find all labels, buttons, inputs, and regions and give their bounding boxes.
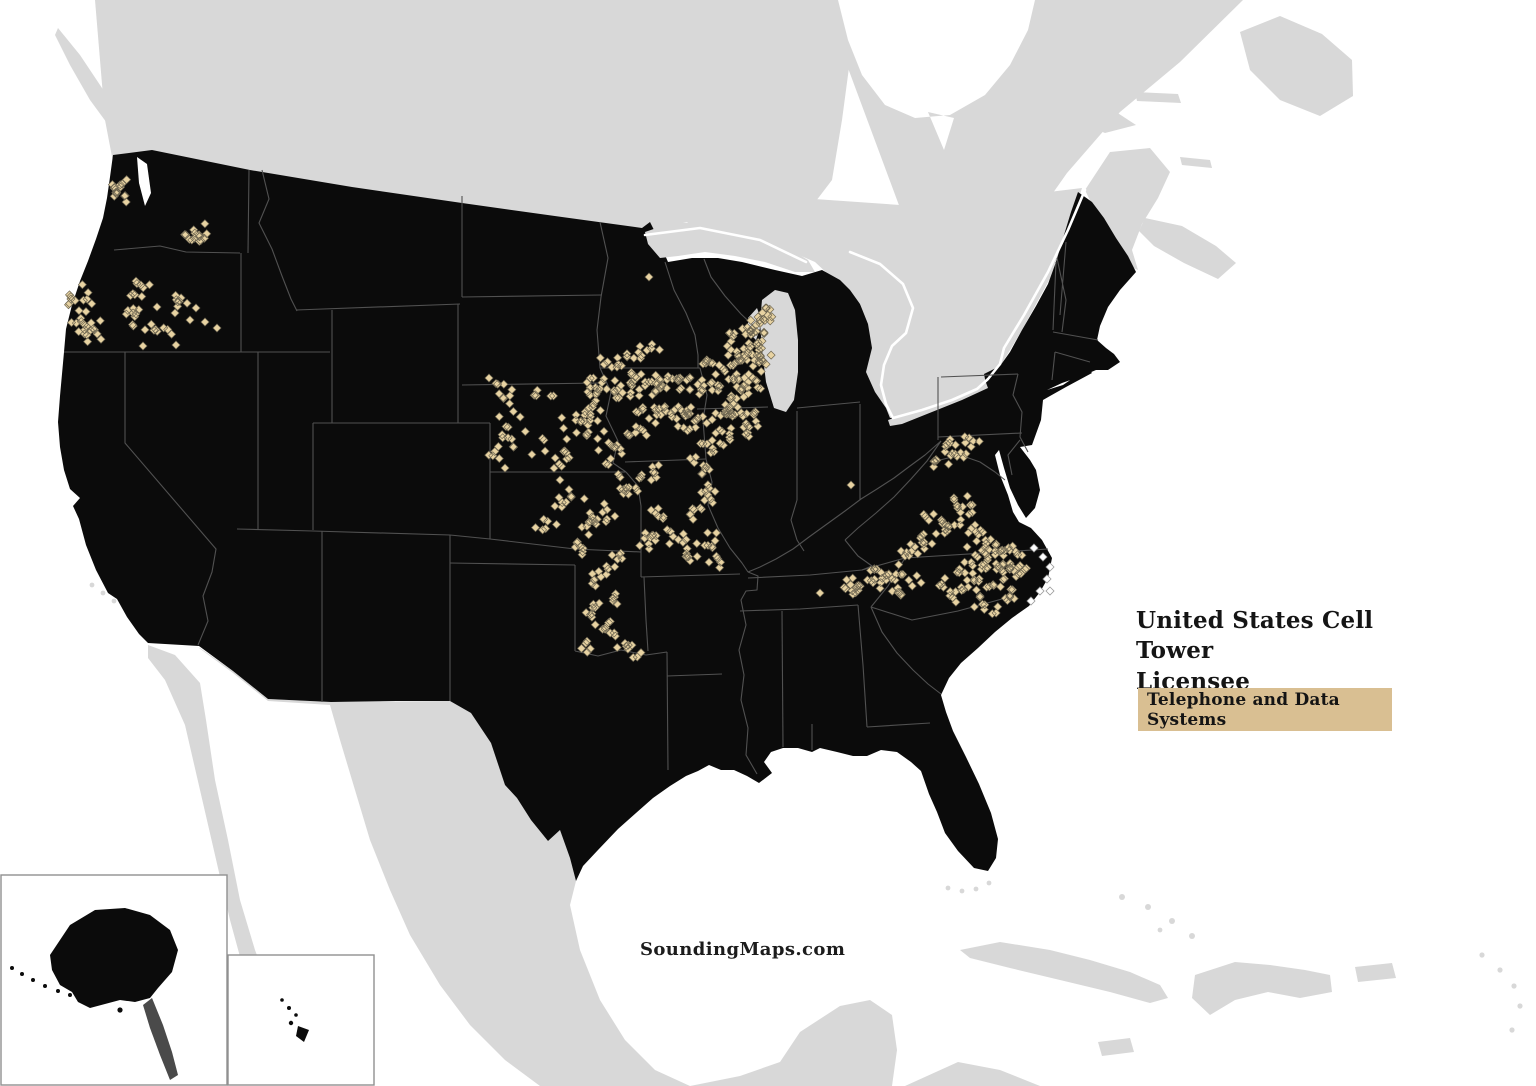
anticosti-island [1135, 92, 1181, 103]
mexico-mainland [148, 644, 690, 1086]
bahamas-islet [1169, 918, 1175, 924]
border-tn-south [739, 604, 859, 612]
prince-edward-island [1180, 157, 1212, 168]
map-title: United States Cell Tower Licensee [1136, 606, 1456, 697]
bahamas-islet [1145, 904, 1151, 910]
antilles-islet [1479, 952, 1485, 958]
baja-california [148, 645, 268, 1000]
lake-ontario [942, 334, 1004, 360]
border-red-river [574, 573, 741, 771]
legend-label: Telephone and Data Systems [1147, 689, 1340, 730]
new-brunswick [1085, 148, 1170, 270]
border-id-west [240, 169, 250, 352]
border-pa-ny [940, 373, 1019, 378]
alaska-inset [0, 874, 228, 1086]
bahamas-islet [1119, 894, 1125, 900]
hawaii-islet [280, 998, 284, 1002]
newfoundland [1240, 16, 1353, 116]
border-tx-panhandle [449, 562, 576, 651]
superior-border-line [643, 226, 808, 264]
antilles-islet [1497, 967, 1503, 973]
border-nj-pa [1012, 373, 1029, 453]
hawaii-big-island [296, 1026, 309, 1042]
border-mi-south [796, 401, 861, 409]
antilles-islet [1509, 1027, 1515, 1033]
border-mason-dixon [937, 432, 1023, 438]
aleutian-islands [10, 966, 123, 1013]
hawaii-islet [294, 1013, 298, 1017]
border-al-ga [857, 604, 868, 728]
border-ga-fl [811, 722, 931, 750]
state-borders [64, 169, 1099, 775]
lake-superior [645, 222, 815, 272]
border-mt-id [258, 169, 298, 312]
aleutian-islet [56, 989, 60, 993]
channel-island [111, 598, 117, 604]
puerto-rico [1355, 963, 1396, 982]
aleutian-islet [68, 993, 72, 997]
channel-island [89, 582, 95, 588]
florida-key [945, 885, 951, 891]
hollow-diamond-markers [1026, 543, 1055, 606]
border-wi-mn [664, 261, 699, 368]
border-mt-wy [295, 303, 461, 311]
hawaii-islet [288, 1020, 294, 1026]
jamaica [1098, 1038, 1134, 1056]
border-ohio-river [747, 440, 942, 573]
bahamas-islet [1189, 933, 1195, 939]
border-de-md [1007, 439, 1021, 476]
border-sc-ga [870, 606, 942, 695]
gaspe-peninsula [1058, 96, 1136, 133]
channel-island [100, 590, 106, 596]
border-new-england [1051, 241, 1099, 381]
border-wa-or [113, 245, 241, 254]
aleutian-islet [43, 984, 47, 988]
aleutian-islet [20, 972, 24, 976]
hawaii-inset [227, 954, 375, 1086]
border-nd-sd [461, 294, 602, 298]
florida-key [973, 886, 979, 892]
cuba [960, 942, 1168, 1003]
nova-scotia [1139, 218, 1236, 279]
hudson-bay [838, 0, 1035, 150]
border-sd-ne [461, 382, 601, 386]
hawaiian-islands [280, 998, 309, 1042]
border-ms-al [781, 610, 784, 748]
legend-chip: Telephone and Data Systems [1138, 688, 1392, 731]
tower-markers [64, 175, 1031, 662]
vancouver-island [55, 28, 148, 160]
hawaii-islet [287, 1006, 291, 1010]
puget-sound [137, 157, 151, 206]
huron-erie-ontario-border-line [848, 188, 1087, 420]
border-mn-west [596, 221, 609, 369]
border-up-wi [703, 258, 759, 331]
bahamas-islet [1157, 927, 1163, 933]
alaska-panhandle [143, 998, 178, 1080]
florida-key [986, 880, 992, 886]
kodiak-islet [117, 1007, 123, 1013]
antilles-islet [1517, 1003, 1523, 1009]
border-wv-va [844, 440, 942, 541]
border-ky-tn [747, 569, 863, 579]
great-lakes [645, 222, 1004, 426]
watermark: SoundingMaps.com [640, 939, 846, 960]
central-america [905, 1062, 1040, 1086]
border-ks-mo [625, 471, 642, 577]
antilles-islet [1511, 983, 1517, 989]
hispaniola [1192, 962, 1332, 1015]
border-wyoming-box [313, 304, 490, 424]
lake-huron [843, 242, 920, 345]
alaska-silhouette [50, 908, 178, 1008]
aleutian-islet [10, 966, 14, 970]
border-ca-nv [124, 352, 217, 646]
map-title-line1: United States Cell Tower [1136, 607, 1374, 665]
border-ky-va [844, 539, 873, 571]
hawaii-inset-frame [227, 954, 375, 1086]
mexico-gulf-south [690, 1000, 897, 1086]
florida-key [959, 888, 965, 894]
maritime-border-line [643, 188, 1087, 420]
aleutian-islet [31, 978, 35, 982]
